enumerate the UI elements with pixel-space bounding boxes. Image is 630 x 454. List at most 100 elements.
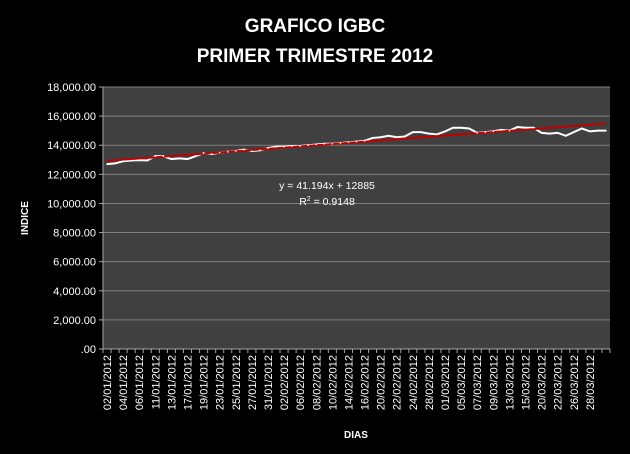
data-point [259,149,261,152]
x-tick-label: 17/01/2012 [183,355,195,410]
data-point [355,140,358,143]
data-point [452,126,454,129]
data-point [210,153,213,155]
data-point [556,132,559,134]
data-point [532,126,535,129]
x-tick-label: 25/01/2012 [231,355,243,410]
data-point [548,132,551,135]
x-tick-label: 28/02/2012 [424,355,436,410]
data-point [524,126,527,129]
x-tick-label: 22/02/2012 [392,355,404,410]
data-point [508,129,511,132]
x-tick-label: 20/02/2012 [376,355,388,410]
y-tick-label: 10,000.00 [47,198,96,210]
data-point [581,127,583,130]
y-tick-label: 6,000.00 [53,257,96,269]
y-tick-label: 16,000.00 [47,111,96,123]
data-point [589,130,591,133]
data-point [564,134,567,137]
data-point [283,145,285,148]
data-point [347,141,350,144]
chart-subtitle: PRIMER TRIMESTRE 2012 [197,46,434,67]
data-point [202,152,205,155]
data-point [138,159,141,161]
gridlines [103,86,610,350]
data-point [122,160,124,163]
data-point [162,155,165,157]
data-point [387,134,390,137]
data-points [106,126,607,165]
data-point [363,140,366,142]
x-tick-label: 15/03/2012 [521,355,533,410]
y-tick-label: 4,000.00 [53,286,96,298]
x-tick-label: 09/03/2012 [488,355,500,410]
data-point [428,132,430,135]
data-point [476,132,479,134]
x-tick-label: 22/03/2012 [553,355,565,410]
x-tick-label: 27/01/2012 [247,355,259,410]
trendline-r-squared: R2 = 0.9148 [299,196,355,208]
x-tick-label: 01/03/2012 [440,355,452,410]
data-point [315,143,318,146]
plot-area [103,87,610,349]
data-point [275,145,277,148]
data-point [516,126,519,128]
data-point [291,145,293,147]
data-point [331,142,334,145]
x-tick-label: 20/03/2012 [537,355,549,410]
y-tick-label: 14,000.00 [47,140,96,152]
data-point [234,150,237,152]
data-point [492,130,495,133]
x-tick-label: 26/03/2012 [569,355,581,410]
data-point [170,158,173,160]
y-tick-label: 2,000.00 [53,315,96,327]
data-point [436,133,438,136]
y-axis-label: INDICE [20,201,31,235]
y-axis-ticks: .00 2,000.00 4,000.00 6,000.00 8,000.00 10,00… [47,82,104,356]
x-tick-label: 13/01/2012 [166,355,178,410]
x-tick-label: 02/02/2012 [279,355,291,410]
data-point [218,151,221,154]
x-tick-label: 06/02/2012 [295,355,307,410]
x-tick-label: 04/01/2012 [118,355,130,410]
data-point [597,129,599,132]
data-point [186,158,189,160]
data-point [540,132,543,134]
data-point [194,155,197,157]
x-tick-label: 31/01/2012 [263,355,275,410]
data-point [114,162,116,165]
data-point [395,136,398,139]
data-point [307,144,310,147]
data-point [572,131,575,133]
data-point [299,145,301,147]
data-point [379,136,382,139]
x-tick-label: 19/01/2012 [199,355,211,410]
data-point [412,131,414,133]
data-point [444,130,446,133]
data-point [460,126,462,129]
data-point [146,159,149,162]
data-point [484,131,487,133]
data-point [154,155,157,157]
x-axis-label: DIAS [344,430,368,441]
y-tick-label: .00 [81,344,96,356]
data-point [251,150,253,152]
data-point [420,131,422,133]
x-tick-label: 02/01/2012 [102,355,114,410]
data-point [339,142,342,144]
data-point [267,147,269,149]
x-tick-label: 16/02/2012 [360,355,372,410]
x-tick-label: 08/02/2012 [311,355,323,410]
x-tick-label: 06/01/2012 [134,355,146,410]
x-tick-label: 11/01/2012 [150,355,162,409]
x-tick-label: 14/02/2012 [343,355,355,410]
y-tick-label: 12,000.00 [47,169,96,181]
data-point [226,150,229,153]
data-point [500,129,503,131]
y-tick-label: 18,000.00 [47,82,96,94]
x-tick-label: 07/03/2012 [472,355,484,410]
chart-title: GRAFICO IGBC [245,16,386,37]
x-axis-ticks: 02/01/2012 04/01/2012 06/01/2012 11/01/2012… [102,349,611,410]
